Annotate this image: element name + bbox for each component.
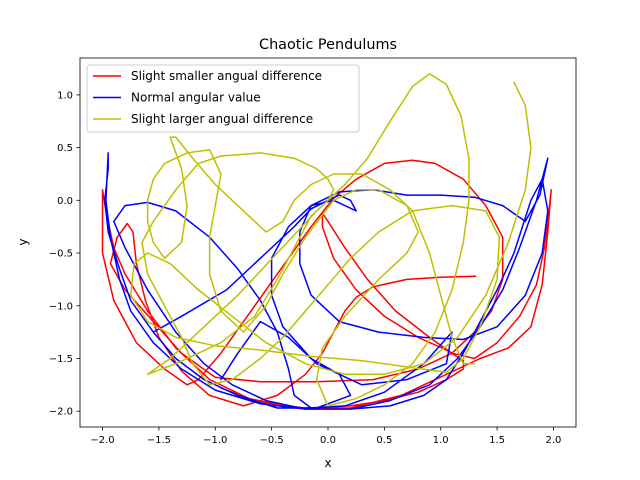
x-tick-label: 1.0 (433, 435, 449, 446)
x-tick-label: −2.0 (90, 435, 114, 446)
x-tick-label: 2.0 (546, 435, 562, 446)
y-tick-label: 0.5 (57, 143, 73, 154)
y-tick-label: 1.0 (57, 90, 73, 101)
series-line-2 (129, 73, 532, 407)
y-tick-label: −1.0 (49, 301, 73, 312)
legend: Slight smaller angual difference Normal a… (86, 64, 360, 133)
y-axis-label: y (16, 238, 30, 245)
y-tick-label: −0.5 (49, 249, 73, 260)
x-tick-label: −1.0 (203, 435, 227, 446)
legend-label-0: Slight smaller angual difference (131, 69, 322, 83)
series-line-0 (101, 159, 552, 409)
legend-label-2: Slight larger angual difference (131, 112, 313, 126)
x-tick-label: 0.5 (376, 435, 392, 446)
y-tick-label: −1.5 (49, 354, 73, 365)
y-tick-label: 0.0 (57, 196, 73, 207)
plot-lines (101, 73, 552, 410)
x-tick-label: 0.0 (320, 435, 336, 446)
x-tick-label: −1.5 (147, 435, 171, 446)
x-axis-label: x (324, 456, 331, 470)
x-tick-label: 1.5 (489, 435, 505, 446)
legend-box (86, 64, 360, 133)
x-tick-label: −0.5 (259, 435, 283, 446)
y-tick-label: −2.0 (49, 407, 73, 418)
legend-entries: Slight smaller angual difference Normal a… (93, 69, 322, 126)
legend-label-1: Normal angular value (131, 91, 261, 105)
chart-title: Chaotic Pendulums (259, 37, 397, 53)
x-axis-ticks: −2.0 −1.5 −1.0 −0.5 0.0 0.5 1.0 1.5 2.0 (90, 427, 561, 446)
y-axis-ticks: −2.0 −1.5 −1.0 −0.5 0.0 0.5 1.0 (49, 90, 80, 418)
